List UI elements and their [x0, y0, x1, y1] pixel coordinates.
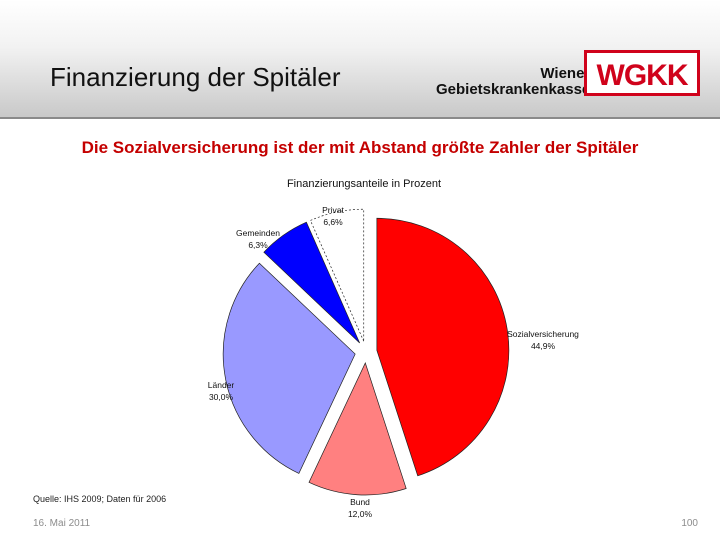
brand-name: Wiener Gebietskrankenkasse: [436, 66, 590, 98]
pie-slice-gemeinden: [263, 221, 360, 344]
slice-value-label: 6,6%: [323, 217, 343, 227]
footer-date: 16. Mai 2011: [33, 518, 91, 529]
brand-line-2: Gebietskrankenkasse: [436, 81, 591, 98]
slice-label: Privat: [322, 205, 344, 215]
svg-text:WGKK: WGKK: [597, 59, 689, 92]
chart-title: Finanzierungsanteile in Prozent: [286, 178, 442, 190]
pie-slice-privat: [309, 208, 365, 342]
slice-label: Länder: [208, 380, 235, 390]
slide-subtitle: Die Sozialversicherung ist der mit Absta…: [81, 138, 639, 157]
slice-label: Bund: [350, 497, 370, 507]
slice-value-label: 6,3%: [248, 240, 268, 250]
slice-value-label: 12,0%: [348, 509, 373, 519]
slide-title: Finanzierung der Spitäler: [50, 62, 341, 92]
pie-slice-sozialversicherung: [376, 217, 510, 477]
pie-slice-länder: [222, 262, 356, 474]
slice-value-label: 44,9%: [531, 341, 556, 351]
slice-label: Gemeinden: [236, 228, 280, 238]
slice-value-label: 30,0%: [209, 392, 234, 402]
source-note: Quelle: IHS 2009; Daten für 2006: [33, 494, 167, 504]
brand-line-1: Wiener: [540, 65, 591, 82]
header-divider: [0, 117, 720, 119]
page-number: 100: [681, 518, 698, 529]
pie-slice-bund: [308, 362, 407, 496]
slice-label: Sozialversicherung: [507, 329, 579, 339]
wgkk-logo: WGKK: [584, 50, 700, 96]
